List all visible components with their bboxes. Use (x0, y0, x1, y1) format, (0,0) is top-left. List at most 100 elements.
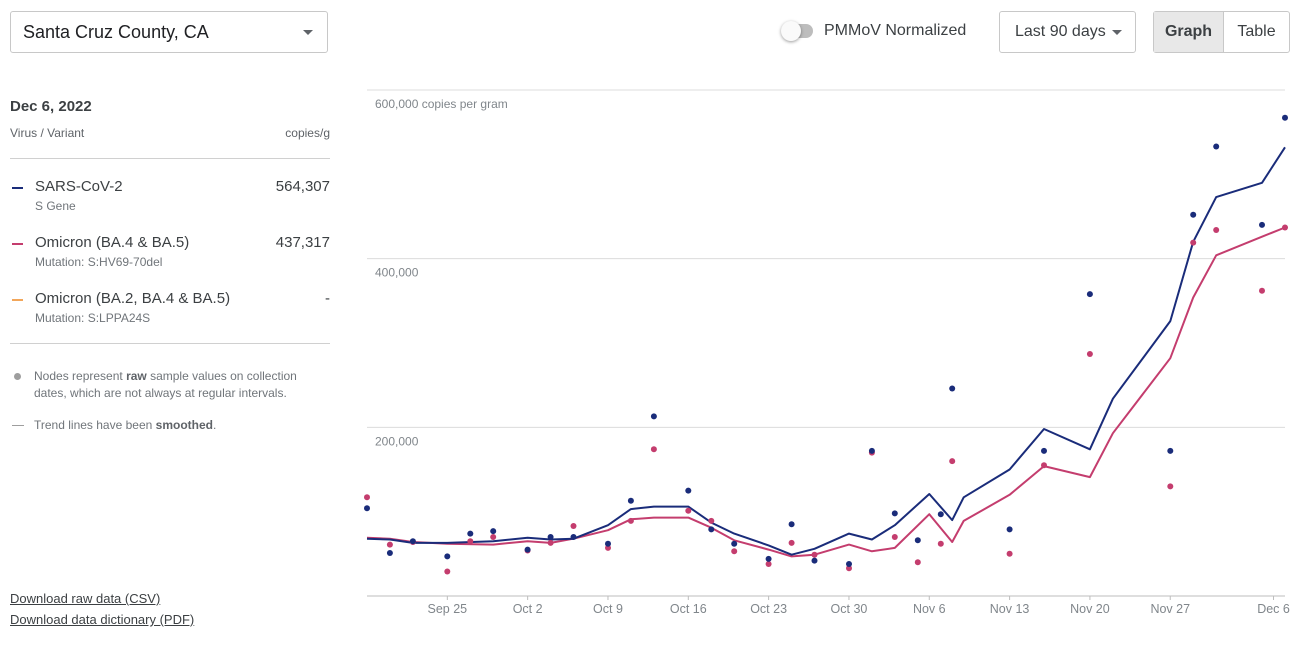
download-csv-link[interactable]: Download raw data (CSV) (10, 591, 161, 606)
variant-subtitle: S Gene (35, 199, 76, 213)
graph-view-button[interactable]: Graph (1154, 12, 1224, 52)
x-tick-label: Oct 23 (750, 602, 787, 616)
data-point-sars-cov-2 (547, 534, 554, 540)
time-range-value: Last 90 days (1015, 23, 1106, 40)
data-point-sars-cov-2 (891, 510, 898, 517)
variant-name: Omicron (BA.4 & BA.5) (35, 234, 190, 251)
data-point-omicron-ba4-ba5 (547, 539, 554, 546)
data-point-sars-cov-2 (1282, 114, 1288, 121)
data-point-omicron-ba4-ba5 (914, 559, 921, 566)
data-point-sars-cov-2 (1259, 221, 1265, 228)
variant-row-omicron-ba4-ba5[interactable]: Omicron (BA.4 & BA.5) Mutation: S:HV69-7… (10, 234, 330, 278)
data-point-sars-cov-2 (685, 487, 692, 494)
table-view-button[interactable]: Table (1237, 23, 1276, 40)
data-point-sars-cov-2 (788, 521, 795, 528)
data-point-sars-cov-2 (1041, 447, 1047, 454)
data-point-sars-cov-2 (650, 413, 657, 420)
data-point-omicron-ba4-ba5 (490, 534, 497, 540)
data-point-omicron-ba4-ba5 (1282, 224, 1288, 231)
data-point-omicron-ba4-ba5 (685, 507, 692, 514)
chevron-down-icon (1112, 30, 1122, 35)
selected-date: Dec 6, 2022 (10, 98, 92, 115)
data-point-sars-cov-2 (467, 530, 474, 537)
note-nodes: Nodes represent raw sample values on col… (10, 368, 330, 404)
data-point-omicron-ba4-ba5 (386, 541, 393, 548)
data-point-omicron-ba4-ba5 (1006, 550, 1013, 557)
trend-line-omicron-ba4-ba5 (366, 226, 1286, 558)
trend-line-sars-cov-2 (366, 146, 1286, 556)
x-tick-label: Oct 30 (831, 602, 868, 616)
data-point-omicron-ba4-ba5 (891, 534, 898, 540)
data-point-sars-cov-2 (731, 540, 738, 547)
data-point-sars-cov-2 (708, 526, 715, 533)
location-select[interactable]: Santa Cruz County, CA (10, 11, 328, 53)
data-point-sars-cov-2 (490, 528, 497, 535)
dot-icon (14, 373, 21, 380)
y-tick-label: 200,000 (375, 434, 419, 448)
x-tick-label: Oct 9 (593, 602, 623, 616)
chevron-down-icon (303, 30, 313, 35)
data-point-sars-cov-2 (846, 561, 852, 567)
data-point-omicron-ba4-ba5 (949, 458, 956, 465)
x-tick-label: Oct 16 (670, 602, 707, 616)
location-value: Santa Cruz County, CA (23, 22, 209, 42)
time-range-select[interactable]: Last 90 days (999, 11, 1136, 53)
series-swatch-icon (12, 243, 23, 245)
variant-subtitle: Mutation: S:LPPA24S (35, 311, 151, 325)
divider (10, 343, 330, 344)
variant-name: SARS-CoV-2 (35, 178, 123, 195)
toggle-knob (781, 21, 801, 41)
y-tick-label: 600,000 copies per gram (375, 97, 508, 111)
data-point-sars-cov-2 (1167, 447, 1174, 454)
divider (10, 158, 330, 159)
data-point-sars-cov-2 (937, 511, 944, 518)
x-tick-label: Dec 6 (1257, 602, 1290, 616)
x-tick-label: Nov 6 (913, 602, 946, 616)
data-point-sars-cov-2 (868, 447, 875, 454)
data-point-sars-cov-2 (949, 385, 956, 392)
line-icon (12, 425, 24, 426)
view-toggle: Graph Table (1153, 11, 1290, 53)
series-swatch-icon (12, 187, 23, 189)
data-point-omicron-ba4-ba5 (1086, 351, 1093, 357)
variant-row-omicron-ba2-ba4-ba5[interactable]: Omicron (BA.2, BA.4 & BA.5) Mutation: S:… (10, 290, 330, 334)
data-point-omicron-ba4-ba5 (765, 561, 772, 567)
data-point-sars-cov-2 (386, 550, 393, 556)
data-point-sars-cov-2 (524, 546, 531, 553)
data-point-omicron-ba4-ba5 (937, 540, 944, 547)
series-swatch-icon (12, 299, 23, 301)
data-point-omicron-ba4-ba5 (650, 446, 657, 453)
data-point-sars-cov-2 (765, 555, 772, 562)
note-trend: Trend lines have been smoothed. (10, 417, 330, 435)
column-header-units: copies/g (285, 126, 330, 140)
data-point-omicron-ba4-ba5 (1259, 287, 1265, 294)
x-tick-label: Nov 13 (990, 602, 1030, 616)
download-dictionary-link[interactable]: Download data dictionary (PDF) (10, 612, 195, 627)
data-point-omicron-ba4-ba5 (1190, 239, 1197, 246)
data-point-sars-cov-2 (811, 557, 818, 564)
data-point-sars-cov-2 (1086, 291, 1093, 298)
data-point-omicron-ba4-ba5 (1213, 227, 1220, 233)
y-tick-label: 400,000 (375, 266, 419, 280)
pmmov-toggle[interactable] (781, 21, 813, 41)
data-point-sars-cov-2 (364, 505, 370, 512)
data-point-sars-cov-2 (914, 537, 921, 544)
x-tick-label: Nov 20 (1070, 602, 1110, 616)
x-tick-label: Sep 25 (428, 602, 468, 616)
data-point-omicron-ba4-ba5 (1041, 462, 1047, 469)
data-point-omicron-ba4-ba5 (731, 548, 738, 555)
data-point-omicron-ba4-ba5 (788, 539, 795, 546)
data-point-omicron-ba4-ba5 (364, 494, 370, 501)
data-point-sars-cov-2 (1190, 211, 1197, 218)
variant-name: Omicron (BA.2, BA.4 & BA.5) (35, 290, 231, 307)
pmmov-toggle-label: PMMoV Normalized (824, 22, 967, 39)
variant-subtitle: Mutation: S:HV69-70del (35, 255, 163, 269)
data-point-sars-cov-2 (1006, 526, 1013, 533)
data-point-sars-cov-2 (627, 497, 634, 504)
data-point-sars-cov-2 (409, 538, 416, 545)
data-point-omicron-ba4-ba5 (811, 551, 818, 558)
variant-row-sars-cov-2[interactable]: SARS-CoV-2 S Gene 564,307 (10, 178, 330, 222)
data-point-omicron-ba4-ba5 (846, 565, 852, 572)
data-point-omicron-ba4-ba5 (444, 568, 451, 575)
